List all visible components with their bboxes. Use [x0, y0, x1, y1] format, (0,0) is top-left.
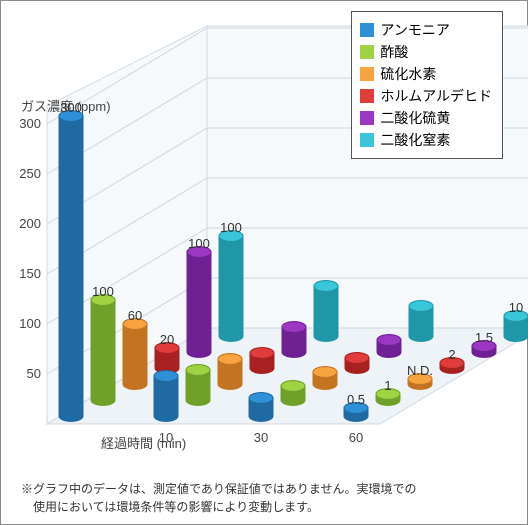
note-line-1: ※グラフ中のデータは、測定値であり保証値ではありません。実環境での: [21, 482, 417, 496]
svg-text:60: 60: [128, 308, 142, 323]
legend-item: アンモニア: [360, 20, 492, 40]
legend-item: 酢酸: [360, 42, 492, 62]
svg-text:50: 50: [27, 366, 41, 381]
svg-text:20: 20: [160, 332, 174, 347]
legend-swatch: [360, 133, 374, 147]
svg-text:2: 2: [448, 347, 455, 362]
svg-text:250: 250: [19, 166, 41, 181]
legend-swatch: [360, 89, 374, 103]
svg-text:10: 10: [509, 300, 523, 315]
svg-text:100: 100: [19, 316, 41, 331]
legend-label: 二酸化窒素: [380, 130, 450, 150]
legend-label: 二酸化硫黄: [380, 108, 450, 128]
legend-swatch: [360, 111, 374, 125]
svg-text:200: 200: [19, 216, 41, 231]
footnote: ※グラフ中のデータは、測定値であり保証値ではありません。実環境での 使用において…: [21, 480, 417, 516]
svg-text:100: 100: [220, 220, 242, 235]
svg-text:30: 30: [254, 430, 268, 445]
legend-swatch: [360, 45, 374, 59]
svg-text:経過時間 (min): 経過時間 (min): [101, 436, 186, 451]
legend-item: 二酸化硫黄: [360, 108, 492, 128]
legend-label: アンモニア: [380, 20, 449, 40]
svg-text:0.5: 0.5: [347, 392, 365, 407]
svg-text:100: 100: [92, 284, 114, 299]
legend-swatch: [360, 67, 374, 81]
svg-text:300: 300: [19, 116, 41, 131]
svg-text:1: 1: [384, 378, 391, 393]
legend-label: 酢酸: [380, 42, 408, 62]
legend-item: ホルムアルデヒド: [360, 86, 492, 106]
legend: アンモニア酢酸硫化水素ホルムアルデヒド二酸化硫黄二酸化窒素: [351, 11, 503, 159]
legend-label: 硫化水素: [380, 64, 436, 84]
legend-item: 硫化水素: [360, 64, 492, 84]
svg-text:100: 100: [188, 236, 210, 251]
legend-item: 二酸化窒素: [360, 130, 492, 150]
svg-text:300: 300: [60, 100, 82, 115]
legend-swatch: [360, 23, 374, 37]
svg-text:1.5: 1.5: [475, 330, 493, 345]
svg-text:150: 150: [19, 266, 41, 281]
legend-label: ホルムアルデヒド: [380, 86, 492, 106]
note-line-2: 使用においては環境条件等の影響により変動します。: [21, 500, 319, 514]
svg-text:N.D.: N.D.: [407, 363, 433, 378]
svg-text:60: 60: [349, 430, 363, 445]
